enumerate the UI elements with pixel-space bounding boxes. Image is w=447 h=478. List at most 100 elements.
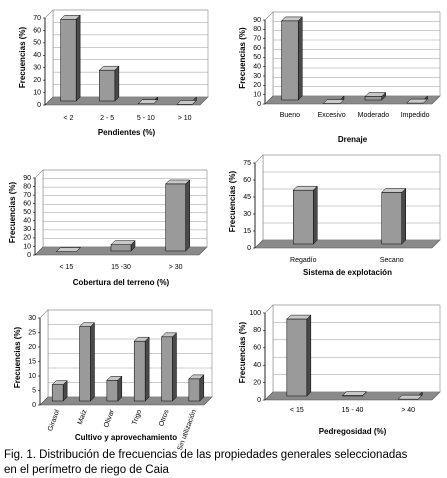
bar-top <box>165 179 191 185</box>
x-tick-label: < 15 <box>59 264 73 271</box>
y-tick-label: 30 <box>253 73 261 80</box>
x-tick-label: 15 -30 <box>111 264 131 271</box>
bar <box>176 96 197 105</box>
y-tick-label: 80 <box>23 183 31 190</box>
bar-top <box>364 92 387 97</box>
y-tick-label: 60 <box>243 177 251 184</box>
x-axis-label: Pedregosidad (%) <box>319 427 387 436</box>
bar <box>110 240 136 252</box>
y-tick-label: 75 <box>243 160 251 167</box>
x-axis-label: Cultivo y aprovechamiento <box>75 433 177 442</box>
y-tick-label: 25 <box>28 329 36 336</box>
y-tick-label: 0 <box>257 101 261 108</box>
bar <box>51 380 68 402</box>
bar-front <box>161 336 173 402</box>
bar-front <box>60 18 77 102</box>
y-tick-label: 100 <box>249 310 261 317</box>
y-tick-label: 50 <box>253 54 261 61</box>
bar <box>78 322 96 402</box>
y-tick-label: 60 <box>23 201 31 208</box>
y-tick-label: 20 <box>23 235 31 242</box>
side-wall <box>39 309 49 406</box>
y-tick-label: 0 <box>247 245 251 252</box>
caption-line: en el perímetro de riego de Caia <box>4 464 170 476</box>
x-tick-label: Secano <box>380 257 404 264</box>
bar-side <box>199 374 205 402</box>
bar-top <box>137 99 159 105</box>
y-tick-label: 40 <box>253 362 261 369</box>
y-tick-label: 90 <box>253 17 261 24</box>
bar-top <box>322 99 345 104</box>
bar-side <box>75 14 81 102</box>
y-tick-label: 30 <box>28 315 36 322</box>
y-axis-label: Frecuencias (%) <box>228 170 237 232</box>
bar-top <box>286 314 312 320</box>
x-tick-label: Excesivo <box>318 112 346 119</box>
x-tick-label: Moderado <box>358 112 390 119</box>
bar-side <box>185 179 190 252</box>
bar-front <box>188 378 201 402</box>
bar-top <box>406 98 429 104</box>
y-tick-label: 80 <box>253 26 261 33</box>
bar-front <box>133 340 146 402</box>
bar-side <box>172 332 177 402</box>
bar-front <box>381 192 402 245</box>
bar <box>364 91 387 101</box>
y-tick-label: 10 <box>33 89 41 96</box>
side-wall <box>254 154 264 249</box>
bar-front <box>99 69 116 102</box>
x-axis-label: Pendientes (%) <box>98 128 156 137</box>
x-tick-label: Girasol <box>47 409 61 433</box>
y-tick-label: 70 <box>23 192 31 199</box>
x-tick-label: Trigo <box>131 409 143 426</box>
x-tick-label: 2 - 5 <box>100 115 114 122</box>
bar <box>280 16 303 101</box>
x-tick-label: Impedido <box>401 112 430 119</box>
bar <box>292 185 318 245</box>
y-tick-label: 0 <box>32 402 36 409</box>
bar-front <box>110 244 132 252</box>
x-tick-label: Olivar <box>103 408 116 428</box>
y-tick-label: 50 <box>33 40 41 47</box>
bar <box>165 179 191 252</box>
bar <box>397 391 423 400</box>
y-tick-label: 70 <box>33 15 41 22</box>
y-tick-label: 0 <box>257 397 261 404</box>
y-tick-label: 60 <box>253 45 261 52</box>
y-tick-label: 5 <box>32 387 36 394</box>
bar-front <box>106 380 119 402</box>
y-tick-label: 15 <box>243 228 251 235</box>
bar-top <box>55 247 81 252</box>
bar <box>381 187 407 245</box>
bar-front <box>293 189 314 245</box>
y-tick-label: 60 <box>253 345 261 352</box>
bar <box>133 336 150 402</box>
y-tick-label: 0 <box>37 102 41 109</box>
side-wall <box>44 9 54 106</box>
x-tick-label: < 15 <box>290 407 304 414</box>
x-tick-label: 5 - 10 <box>137 115 155 122</box>
y-axis-label: Frecuencias (%) <box>18 26 27 88</box>
bar-front <box>281 20 299 101</box>
x-tick-label: > 30 <box>169 264 183 271</box>
floor <box>254 239 441 249</box>
x-tick-label: Sin utilización <box>177 409 198 452</box>
bar <box>188 374 205 402</box>
bar-side <box>306 314 312 397</box>
y-tick-label: 40 <box>33 52 41 59</box>
bar-top <box>292 185 318 191</box>
y-tick-label: 80 <box>253 327 261 334</box>
y-tick-label: 10 <box>28 373 36 380</box>
y-tick-label: 10 <box>253 92 261 99</box>
side-wall <box>264 304 274 401</box>
y-tick-label: 10 <box>23 243 31 250</box>
y-tick-label: 70 <box>253 36 261 43</box>
bar-side <box>297 16 303 101</box>
back-wall <box>262 154 441 241</box>
bar-top <box>341 391 368 396</box>
y-axis-label: Frecuencias (%) <box>13 326 22 388</box>
bar-front <box>364 96 382 101</box>
x-tick-label: Bueno <box>280 112 300 119</box>
y-tick-label: 20 <box>33 77 41 84</box>
